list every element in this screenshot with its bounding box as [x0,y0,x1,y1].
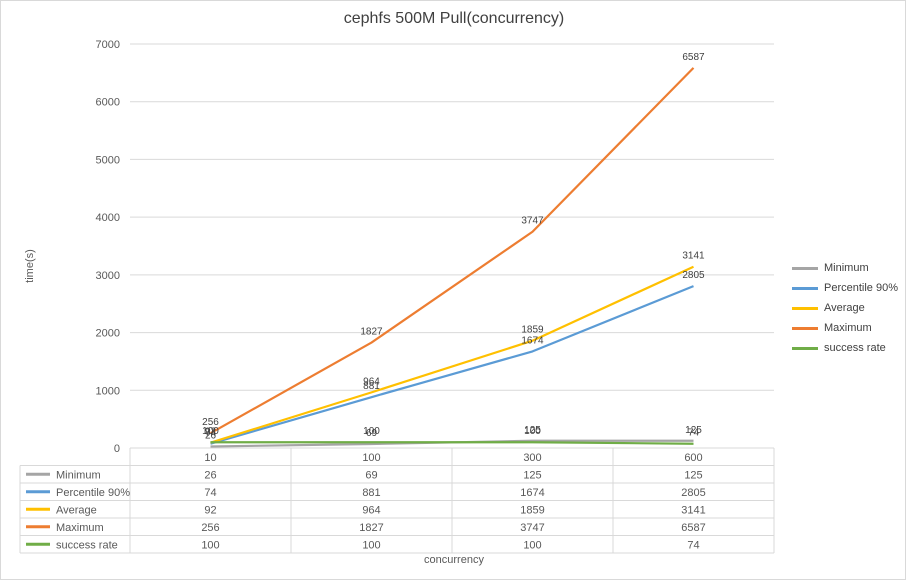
table-cell: 2805 [681,487,705,499]
series-line [210,441,694,445]
data-label: 26 [205,430,217,441]
y-tick-label: 2000 [96,328,120,340]
y-tick-label: 5000 [96,154,120,166]
x-tick-label: 10 [204,452,216,464]
table-cell: 100 [201,539,219,551]
table-series-name: Minimum [56,469,101,481]
table-cell: 125 [684,469,702,481]
series-line [210,285,694,445]
table-cell: 100 [523,539,541,551]
data-label: 100 [363,426,380,437]
data-label: 100 [524,426,541,437]
data-label: 3141 [682,251,705,262]
chart-title: cephfs 500M Pull(concurrency) [343,10,565,27]
legend-item: success rate [792,338,898,358]
x-axis-label: concurrency [424,554,484,566]
table-series-name: Maximum [56,522,104,534]
data-label: 1859 [521,325,544,336]
data-label: 964 [363,376,380,387]
legend-label: Maximum [824,322,872,334]
table-series-name: Percentile 90% [56,487,130,499]
table-cell: 92 [204,504,216,516]
table-series-name: success rate [56,539,118,551]
legend-swatch [792,326,818,330]
series-line [209,67,695,435]
legend: Minimum Percentile 90% Average Maximum succe… [792,258,898,358]
y-tick-label: 7000 [96,39,120,51]
x-tick-label: 600 [684,452,702,464]
y-tick-label: 3000 [96,270,120,282]
data-label: 125 [524,425,541,436]
table-cell: 256 [201,522,219,534]
legend-swatch [792,286,818,290]
legend-item: Minimum [792,258,898,278]
table-cell: 100 [362,539,380,551]
data-label: 125 [685,425,702,436]
data-label: 881 [363,381,380,392]
table-cell: 1859 [520,504,544,516]
legend-label: success rate [824,342,886,354]
legend-swatch [792,266,818,270]
table-cell: 1674 [520,487,544,499]
data-label: 2805 [682,270,705,281]
data-label: 92 [205,427,217,438]
data-label: 1674 [521,335,544,346]
legend-item: Maximum [792,318,898,338]
table-cell: 125 [523,469,541,481]
table-cell: 69 [365,469,377,481]
table-cell: 74 [687,539,699,551]
legend-swatch [792,346,818,350]
legend-label: Average [824,302,865,314]
data-label: 3747 [521,216,544,227]
legend-swatch [792,306,818,310]
series-line [210,265,694,444]
table-cell: 3141 [681,504,705,516]
table-cell: 74 [204,487,216,499]
table-cell: 26 [204,469,216,481]
data-label: 69 [366,428,378,439]
table-series-name: Average [56,504,97,516]
x-tick-label: 300 [523,452,541,464]
legend-label: Percentile 90% [824,282,898,294]
table-cell: 1827 [359,522,383,534]
table-cell: 6587 [681,522,705,534]
data-label: 1827 [360,327,383,338]
y-tick-label: 0 [114,443,120,455]
data-label: 74 [688,428,700,439]
data-label: 6587 [682,52,705,63]
data-label: 74 [205,428,217,439]
data-label: 256 [202,417,219,428]
table-cell: 964 [362,504,380,516]
table-cell: 3747 [520,522,544,534]
table-cell: 881 [362,487,380,499]
y-tick-label: 1000 [96,385,120,397]
x-tick-label: 100 [362,452,380,464]
legend-label: Minimum [824,262,869,274]
y-tick-label: 6000 [96,97,120,109]
y-tick-label: 4000 [96,212,120,224]
legend-item: Percentile 90% [792,278,898,298]
data-label: 100 [202,426,219,437]
legend-item: Average [792,298,898,318]
